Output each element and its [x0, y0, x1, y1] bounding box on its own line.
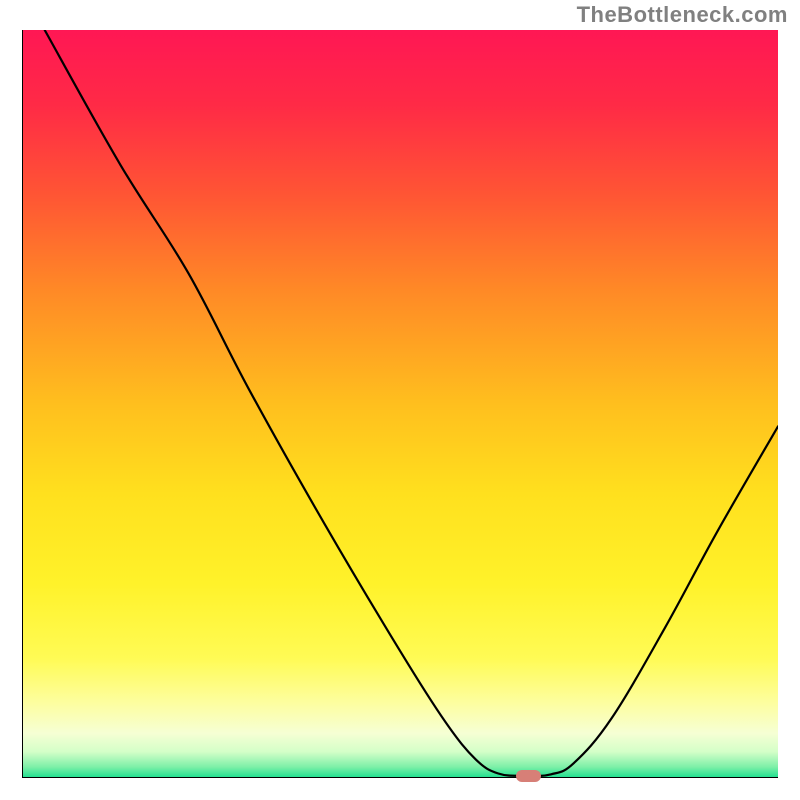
bottleneck-line-chart [22, 30, 778, 778]
chart-svg [22, 30, 778, 778]
optimal-point-marker [516, 770, 542, 782]
chart-background [22, 30, 778, 778]
watermark-text: TheBottleneck.com [577, 2, 788, 28]
